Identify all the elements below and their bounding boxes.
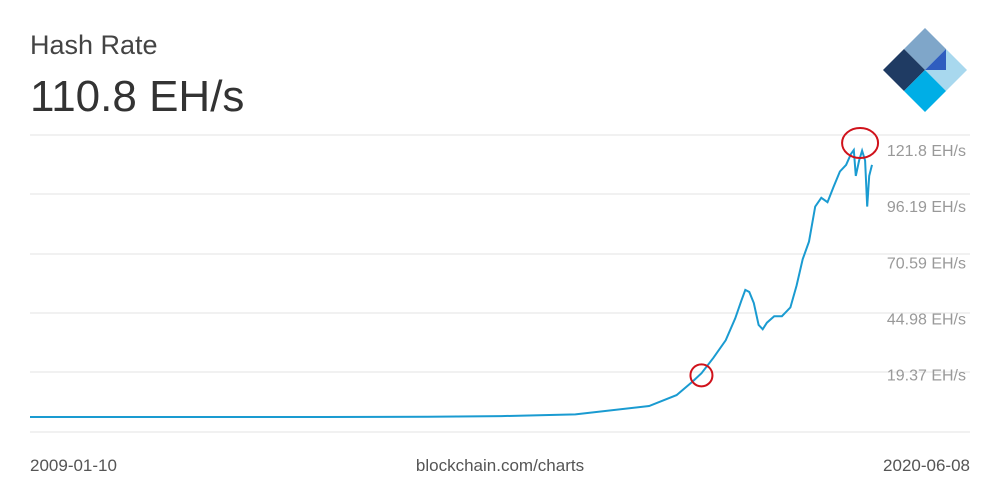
logo-diamond-inner-right [925,49,946,70]
logo-diamond-bottom [904,70,946,112]
y-tick-label: 19.37 EH/s [887,368,966,385]
annotations [689,126,880,388]
chart-title: Hash Rate [30,30,158,60]
y-tick-label: 70.59 EH/s [887,255,966,272]
y-axis-tick-labels: 19.37 EH/s 44.98 EH/s 70.59 EH/s 96.19 EH/s… [887,143,966,385]
y-tick-label: 44.98 EH/s [887,311,966,328]
source-label: blockchain.com/charts [415,456,585,475]
y-tick-label: 121.8 EH/s [887,143,966,160]
grid-lines [30,134,970,433]
annotation-circle [689,363,714,388]
current-hash-rate: 110.8 EH/s [30,72,245,121]
blockchain-logo [883,28,967,112]
hash-rate-series-line [30,147,873,418]
annotation-circle [841,126,880,159]
end-date-label: 2020-06-08 [883,456,970,475]
y-tick-label: 96.19 EH/s [887,199,966,216]
start-date-label: 2009-01-10 [30,456,117,475]
